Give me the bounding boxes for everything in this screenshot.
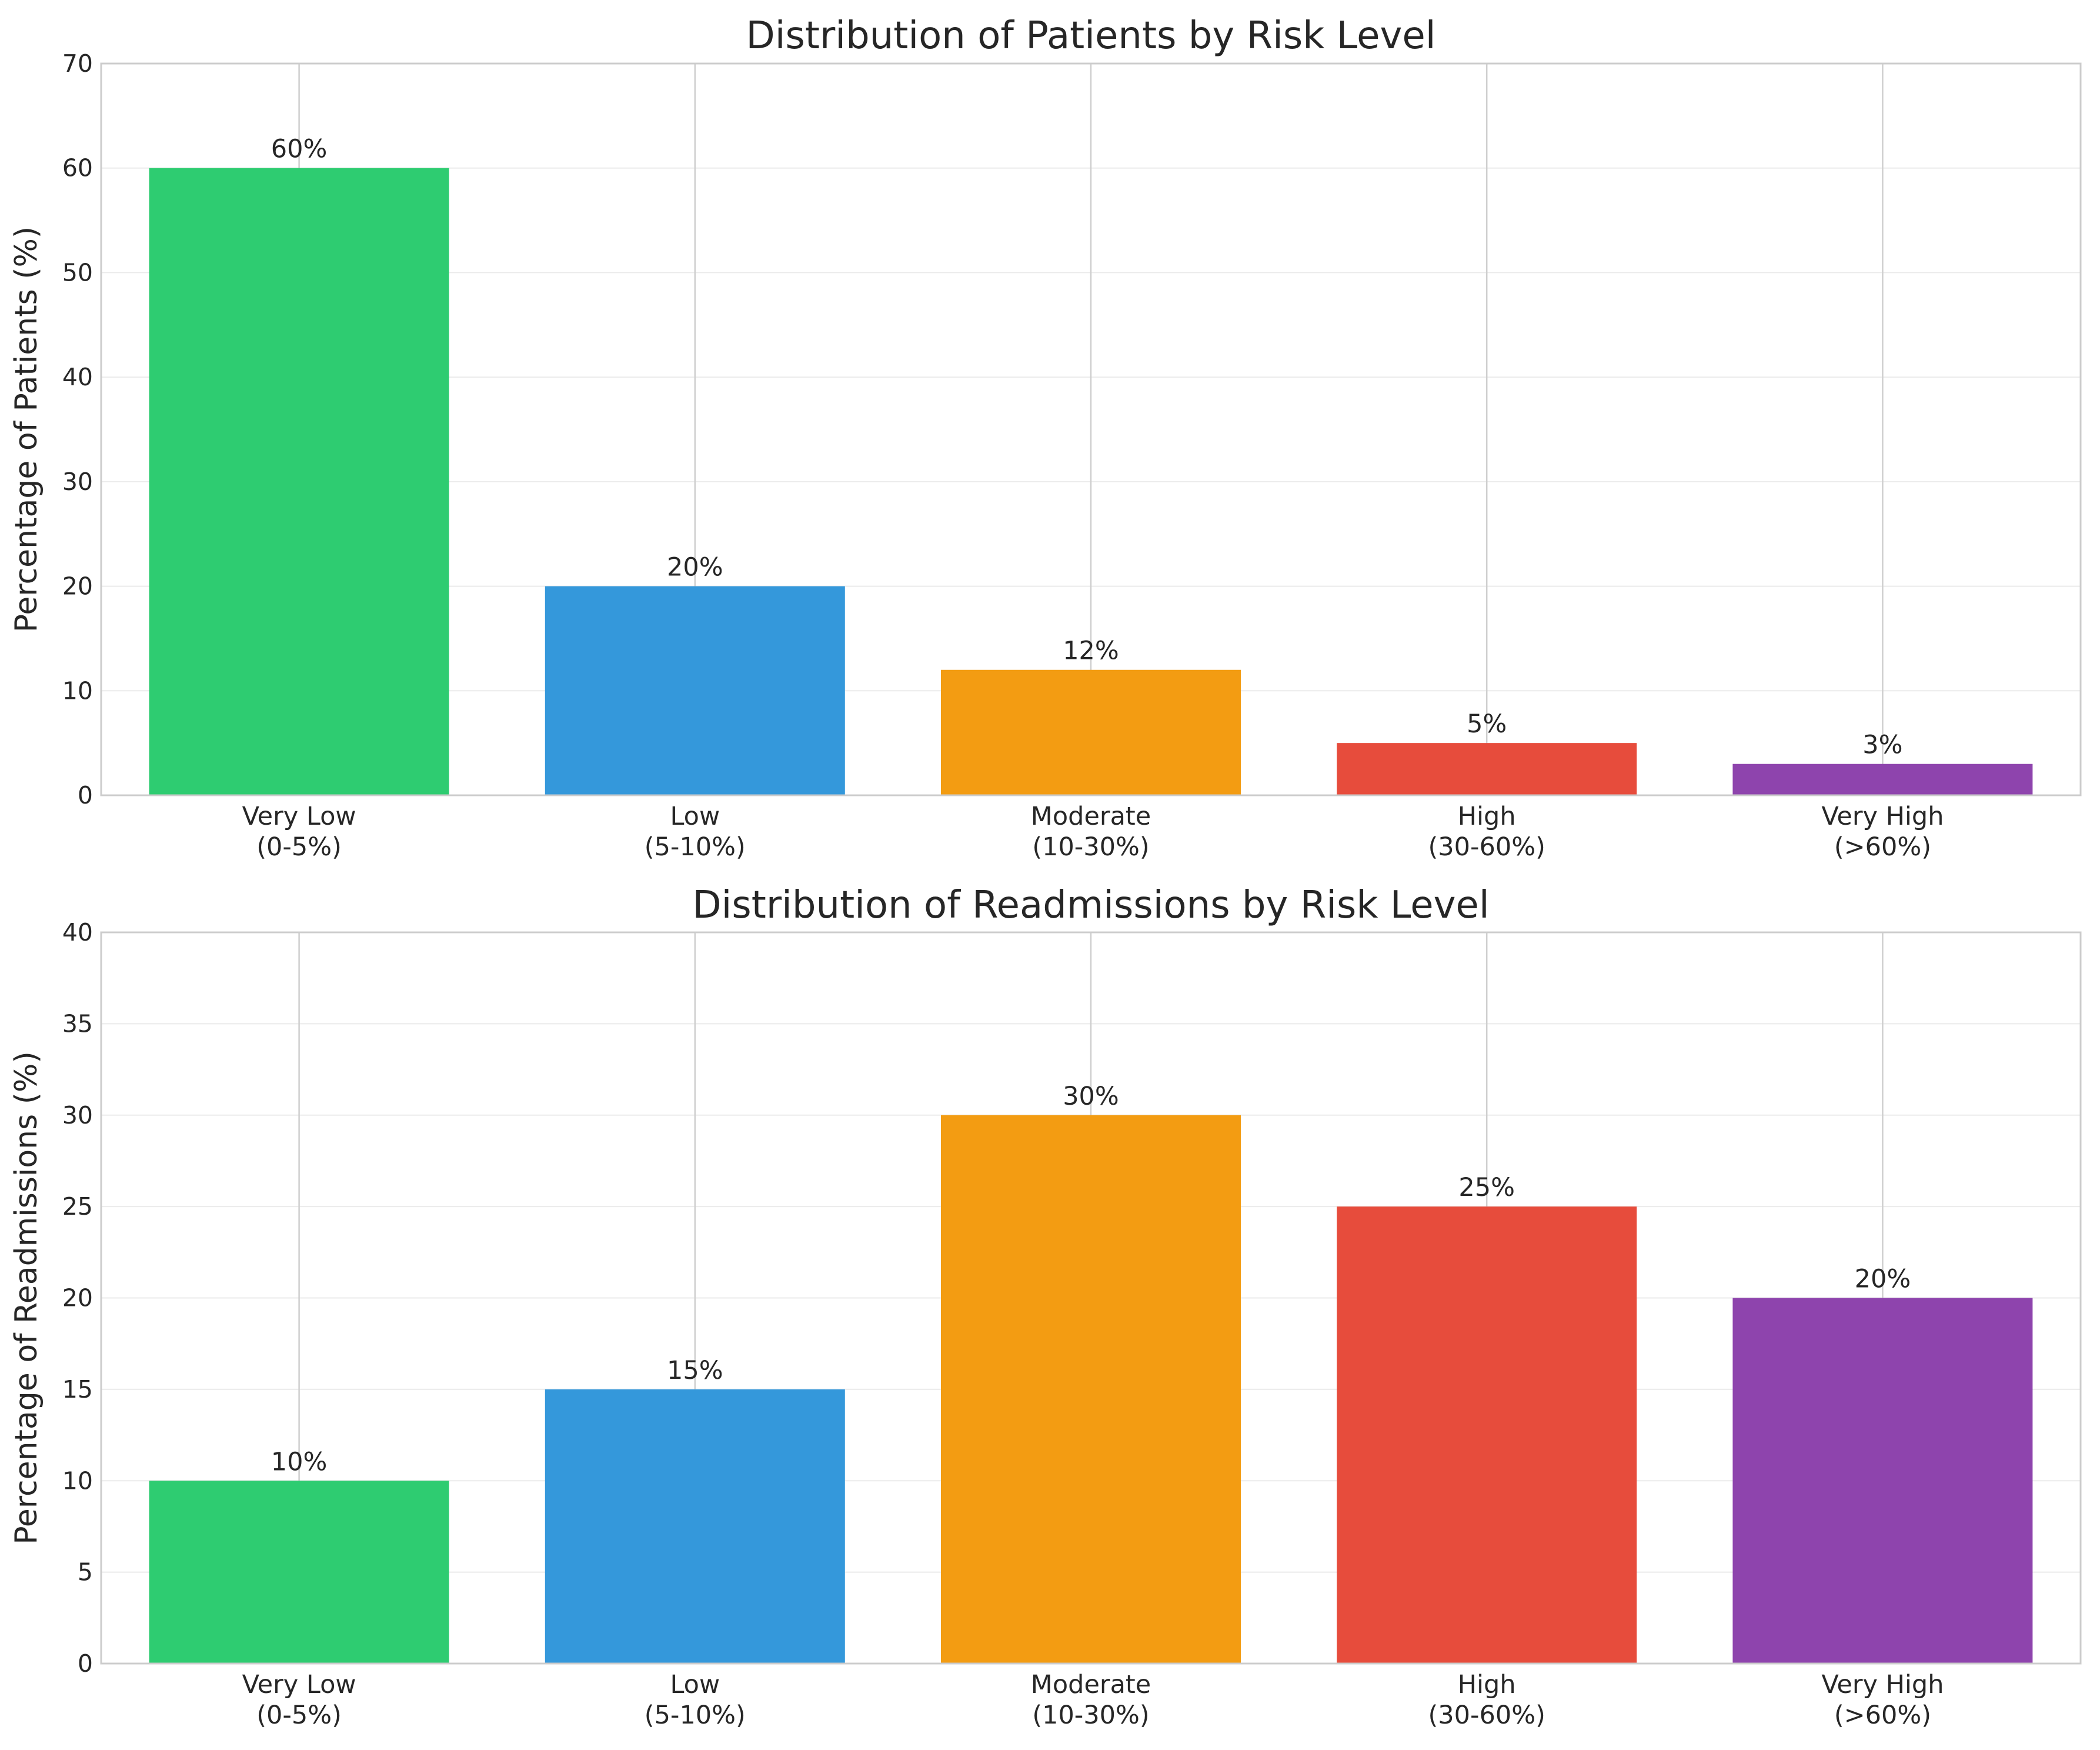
data-label: 3%: [1862, 731, 1902, 760]
x-tick-label-line: (5-10%): [645, 1701, 746, 1730]
x-tick-label-line: Very Low: [242, 1670, 356, 1699]
bar: [1337, 743, 1637, 795]
data-label: 10%: [271, 1447, 328, 1476]
y-tick-label: 30: [62, 1101, 93, 1129]
x-tick-label: High (30-60%): [1428, 1670, 1545, 1730]
y-tick-label: 50: [62, 258, 93, 286]
bar: [545, 586, 845, 795]
bar: [545, 1389, 845, 1664]
chart-title: Distribution of Readmissions by Risk Lev…: [692, 884, 1489, 927]
x-tick-label: Low (5-10%): [645, 802, 746, 862]
y-tick-label: 25: [62, 1192, 93, 1221]
y-tick-label: 20: [62, 572, 93, 601]
x-tick-label-line: (10-30%): [1032, 832, 1149, 862]
x-tick-label-line: Low: [670, 1670, 720, 1699]
y-tick-label: 15: [62, 1375, 93, 1404]
x-tick-label-line: Very Low: [242, 802, 356, 831]
bar: [1732, 1298, 2033, 1664]
bar: [149, 1481, 449, 1664]
chart-1: 0 10 20 30 40 50 60 70 60% 20% 12% 5% 3% Very Low (0-5…: [9, 14, 2082, 862]
bar: [941, 669, 1241, 795]
x-tick-label: Moderate (10-30%): [1031, 1670, 1151, 1730]
x-tick-label: Very High (>60%): [1821, 1670, 1944, 1730]
x-tick-label: High (30-60%): [1428, 802, 1545, 862]
data-label: 20%: [667, 553, 723, 582]
x-tick-label-line: (0-5%): [256, 832, 342, 862]
x-tick-label-line: (30-60%): [1428, 832, 1545, 862]
data-label: 5%: [1467, 709, 1507, 739]
bar: [1337, 1206, 1637, 1664]
y-tick-label: 0: [78, 1649, 93, 1678]
data-label: 12%: [1063, 636, 1119, 666]
data-label: 25%: [1458, 1173, 1515, 1202]
chart-title: Distribution of Patients by Risk Level: [746, 14, 1435, 58]
x-tick-label-line: Low: [670, 802, 720, 831]
y-tick-label: 10: [62, 676, 93, 705]
bar: [1732, 764, 2033, 795]
y-axis-label: Percentage of Readmissions (%): [9, 1051, 44, 1544]
data-label: 20%: [1855, 1265, 1911, 1294]
y-tick-label: 40: [62, 918, 93, 946]
y-tick-label: 30: [62, 468, 93, 496]
y-tick-label: 10: [62, 1466, 93, 1495]
x-tick-label-line: (>60%): [1834, 832, 1931, 862]
x-tick-label: Very High (>60%): [1821, 802, 1944, 862]
y-tick-label: 35: [62, 1009, 93, 1038]
x-tick-label-line: Moderate: [1031, 802, 1151, 831]
x-tick-label-line: High: [1458, 1670, 1516, 1699]
x-tick-label-line: Very High: [1821, 802, 1944, 831]
bar: [941, 1115, 1241, 1664]
axes-frame: [100, 62, 2082, 796]
y-tick-label: 0: [78, 781, 93, 809]
data-label: 15%: [667, 1356, 723, 1385]
x-tick-label-line: High: [1458, 802, 1516, 831]
x-tick-label: Very Low (0-5%): [242, 1670, 356, 1730]
y-tick-label: 20: [62, 1284, 93, 1312]
x-tick-label-line: (>60%): [1834, 1701, 1931, 1730]
y-tick-label: 40: [62, 363, 93, 391]
x-tick-label: Low (5-10%): [645, 1670, 746, 1730]
y-tick-label: 5: [78, 1558, 93, 1586]
y-tick-label: 70: [62, 49, 93, 78]
data-label: 30%: [1063, 1082, 1119, 1111]
x-tick-label-line: (0-5%): [256, 1701, 342, 1730]
x-tick-label-line: Very High: [1821, 1670, 1944, 1699]
x-tick-label-line: (10-30%): [1032, 1701, 1149, 1730]
y-tick-label: 60: [62, 154, 93, 182]
x-tick-label-line: (30-60%): [1428, 1701, 1545, 1730]
data-label: 60%: [271, 135, 328, 164]
axes-frame: [100, 931, 2082, 1665]
x-tick-label: Moderate (10-30%): [1031, 802, 1151, 862]
x-tick-label-line: Moderate: [1031, 1670, 1151, 1699]
y-axis-label: Percentage of Patients (%): [9, 226, 44, 632]
x-tick-label-line: (5-10%): [645, 832, 746, 862]
x-tick-label: Very Low (0-5%): [242, 802, 356, 862]
bar: [149, 168, 449, 795]
